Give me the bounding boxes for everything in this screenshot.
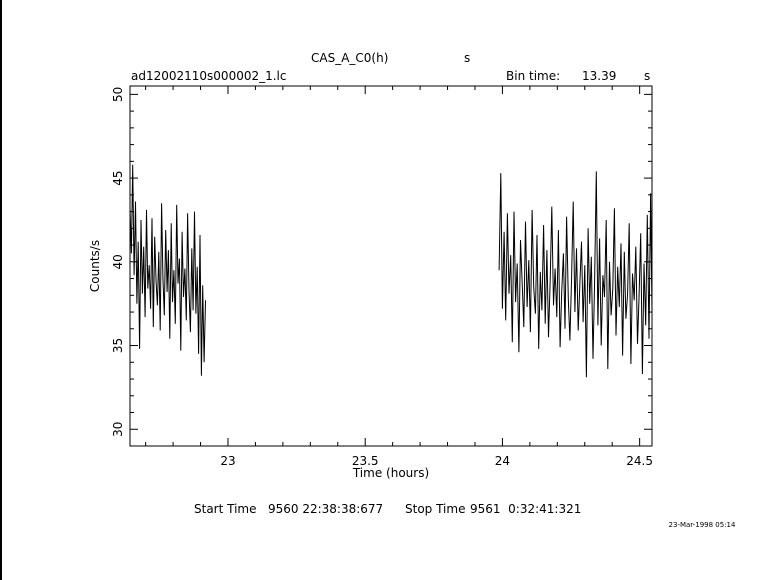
y-axis-label: Counts/s — [88, 240, 102, 292]
window-left-border — [0, 0, 2, 580]
chart-title-suffix: s — [464, 51, 470, 65]
y-tick-label: 35 — [111, 338, 125, 353]
y-tick-label: 50 — [111, 87, 125, 102]
bin-time-label: Bin time: — [506, 69, 560, 83]
start-time-label: Start Time — [194, 502, 257, 516]
stop-time-value: 9561 0:32:41:321 — [470, 502, 581, 516]
plot-timestamp: 23-Mar-1998 05:14 — [669, 521, 736, 529]
axis-ticks — [130, 86, 652, 447]
data-series — [129, 164, 653, 378]
y-tick-label: 40 — [111, 254, 125, 269]
file-name: ad12002110s000002_1.lc — [131, 69, 287, 83]
axis-tick-labels: 23 23.5 24 24.5 30 35 40 45 50 — [111, 87, 653, 468]
chart-title: CAS_A_C0(h) — [311, 51, 388, 65]
bin-time-value: 13.39 — [582, 69, 616, 83]
series-line-1 — [129, 164, 206, 376]
x-tick-label: 23.5 — [352, 454, 379, 468]
start-time-value: 9560 22:38:38:677 — [268, 502, 383, 516]
bin-time-unit: s — [644, 69, 650, 83]
x-tick-label: 24 — [495, 454, 510, 468]
y-tick-label: 30 — [111, 422, 125, 437]
plot-frame — [129, 85, 653, 447]
series-line-2 — [498, 171, 653, 378]
y-tick-label: 45 — [111, 170, 125, 185]
x-tick-label: 24.5 — [626, 454, 653, 468]
x-tick-label: 23 — [220, 454, 235, 468]
x-axis-label: Time (hours) — [352, 466, 429, 480]
stop-time-label: Stop Time — [405, 502, 465, 516]
